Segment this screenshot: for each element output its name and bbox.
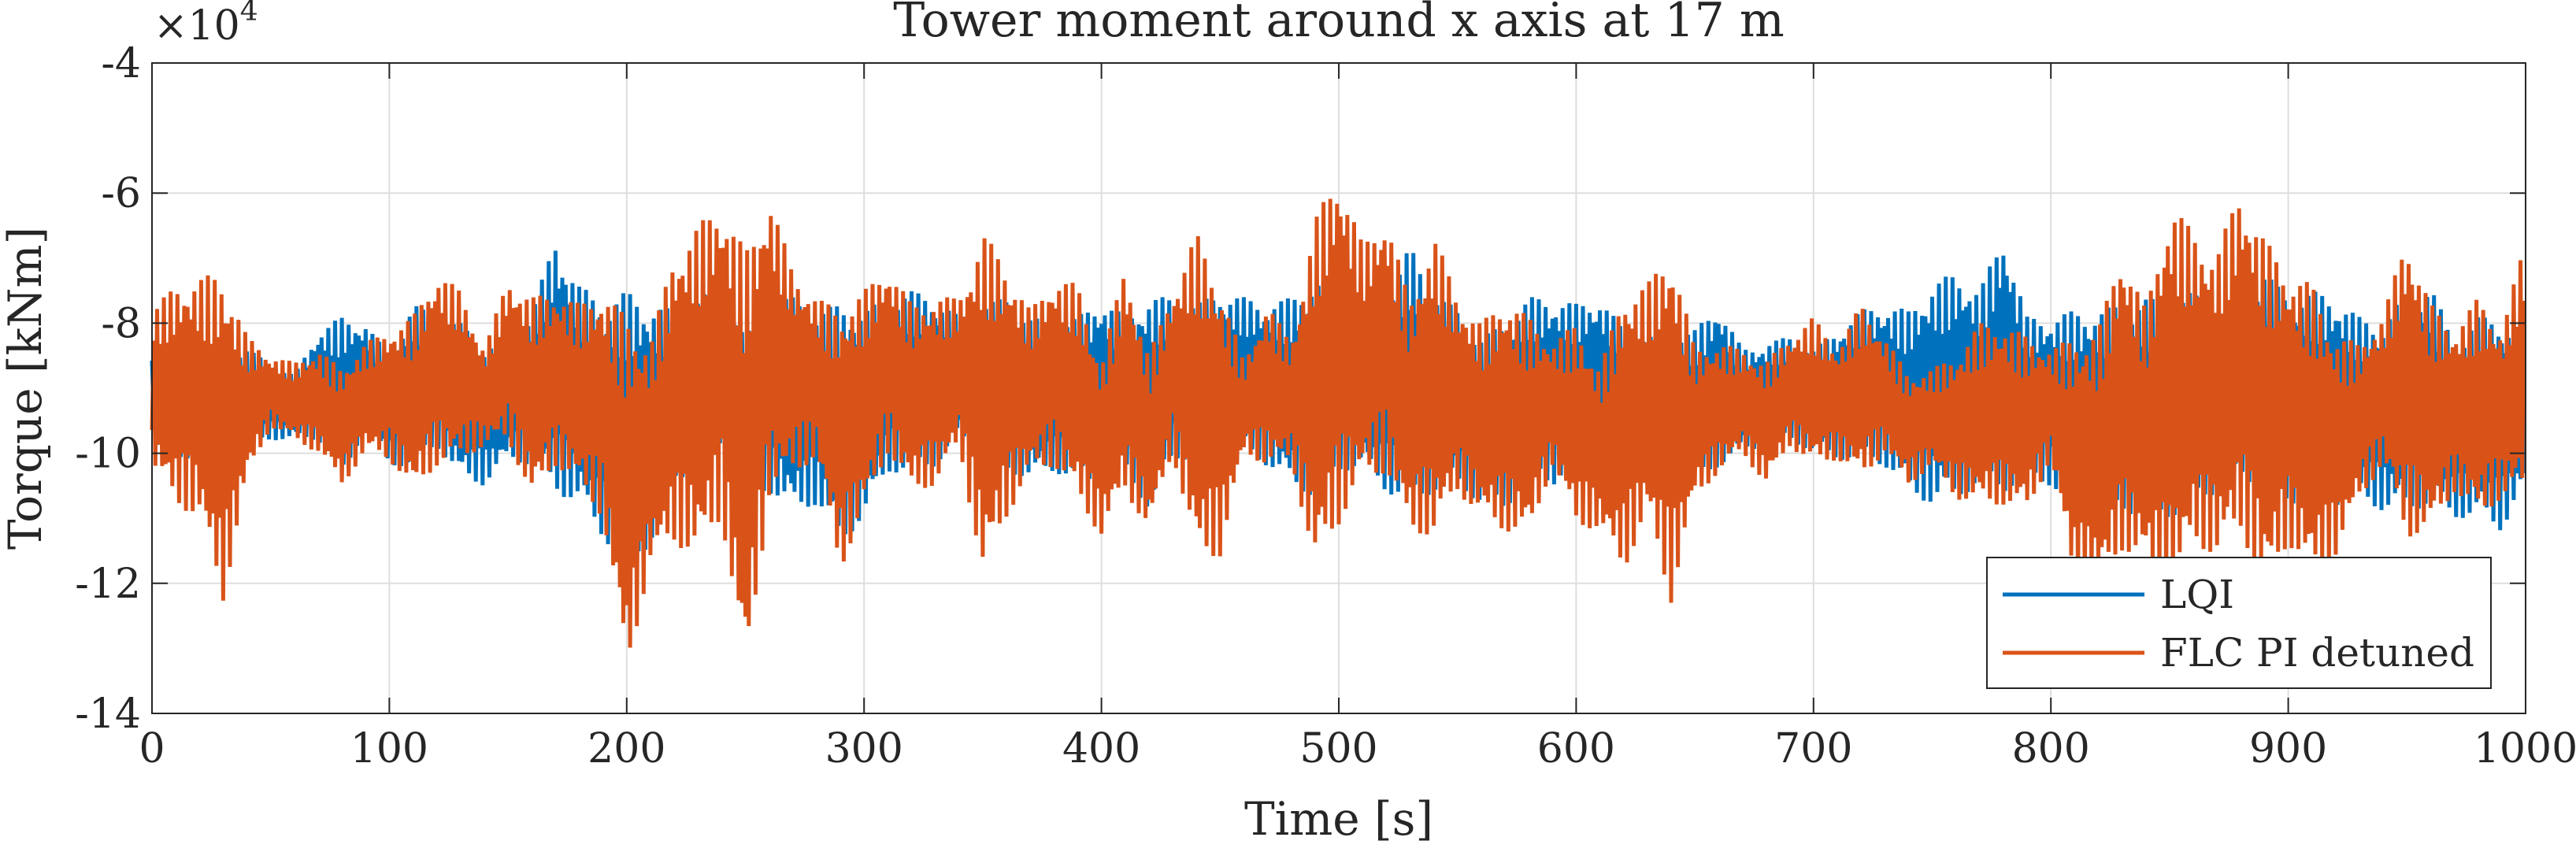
x-tick-label: 300 bbox=[825, 725, 903, 772]
legend: LQI FLC PI detuned bbox=[1986, 557, 2492, 689]
axis-ticks: 0 100 200 300 400 500 600 700 800 900 1000 -14 -12 -1… bbox=[75, 40, 2576, 772]
y-tick-label: -8 bbox=[101, 300, 141, 347]
y-tick-label: -4 bbox=[101, 40, 141, 87]
x-tick-label: 1000 bbox=[2474, 725, 2576, 772]
x-tick-label: 100 bbox=[350, 725, 428, 772]
y-axis-label: Torque [kNm] bbox=[0, 227, 52, 550]
y-tick-label: -12 bbox=[75, 561, 141, 608]
x-axis-label: Time [s] bbox=[1244, 792, 1433, 846]
y-tick-label: -6 bbox=[101, 170, 141, 217]
legend-label-flc-pi-detuned: FLC PI detuned bbox=[2160, 630, 2474, 676]
legend-box bbox=[1986, 557, 2492, 689]
chart-title: Tower moment around x axis at 17 m bbox=[893, 0, 1785, 48]
y-tick-label: -14 bbox=[75, 691, 141, 738]
x-tick-label: 700 bbox=[1774, 725, 1852, 772]
x-tick-label: 500 bbox=[1299, 725, 1377, 772]
series-line-flc-pi-detuned bbox=[150, 198, 2526, 648]
legend-label-lqi: LQI bbox=[2160, 572, 2234, 617]
y-axis-multiplier-exponent: 4 bbox=[240, 0, 258, 28]
y-axis-multiplier: ×104 bbox=[154, 0, 258, 50]
x-tick-label: 0 bbox=[139, 725, 165, 772]
x-tick-label: 400 bbox=[1062, 725, 1140, 772]
x-tick-label: 200 bbox=[587, 725, 665, 772]
x-tick-label: 800 bbox=[2012, 725, 2090, 772]
x-tick-label: 900 bbox=[2249, 725, 2327, 772]
y-tick-label: -10 bbox=[75, 431, 141, 478]
x-tick-label: 600 bbox=[1537, 725, 1615, 772]
y-axis-multiplier-base: ×10 bbox=[154, 2, 240, 50]
series-layer bbox=[150, 198, 2526, 648]
